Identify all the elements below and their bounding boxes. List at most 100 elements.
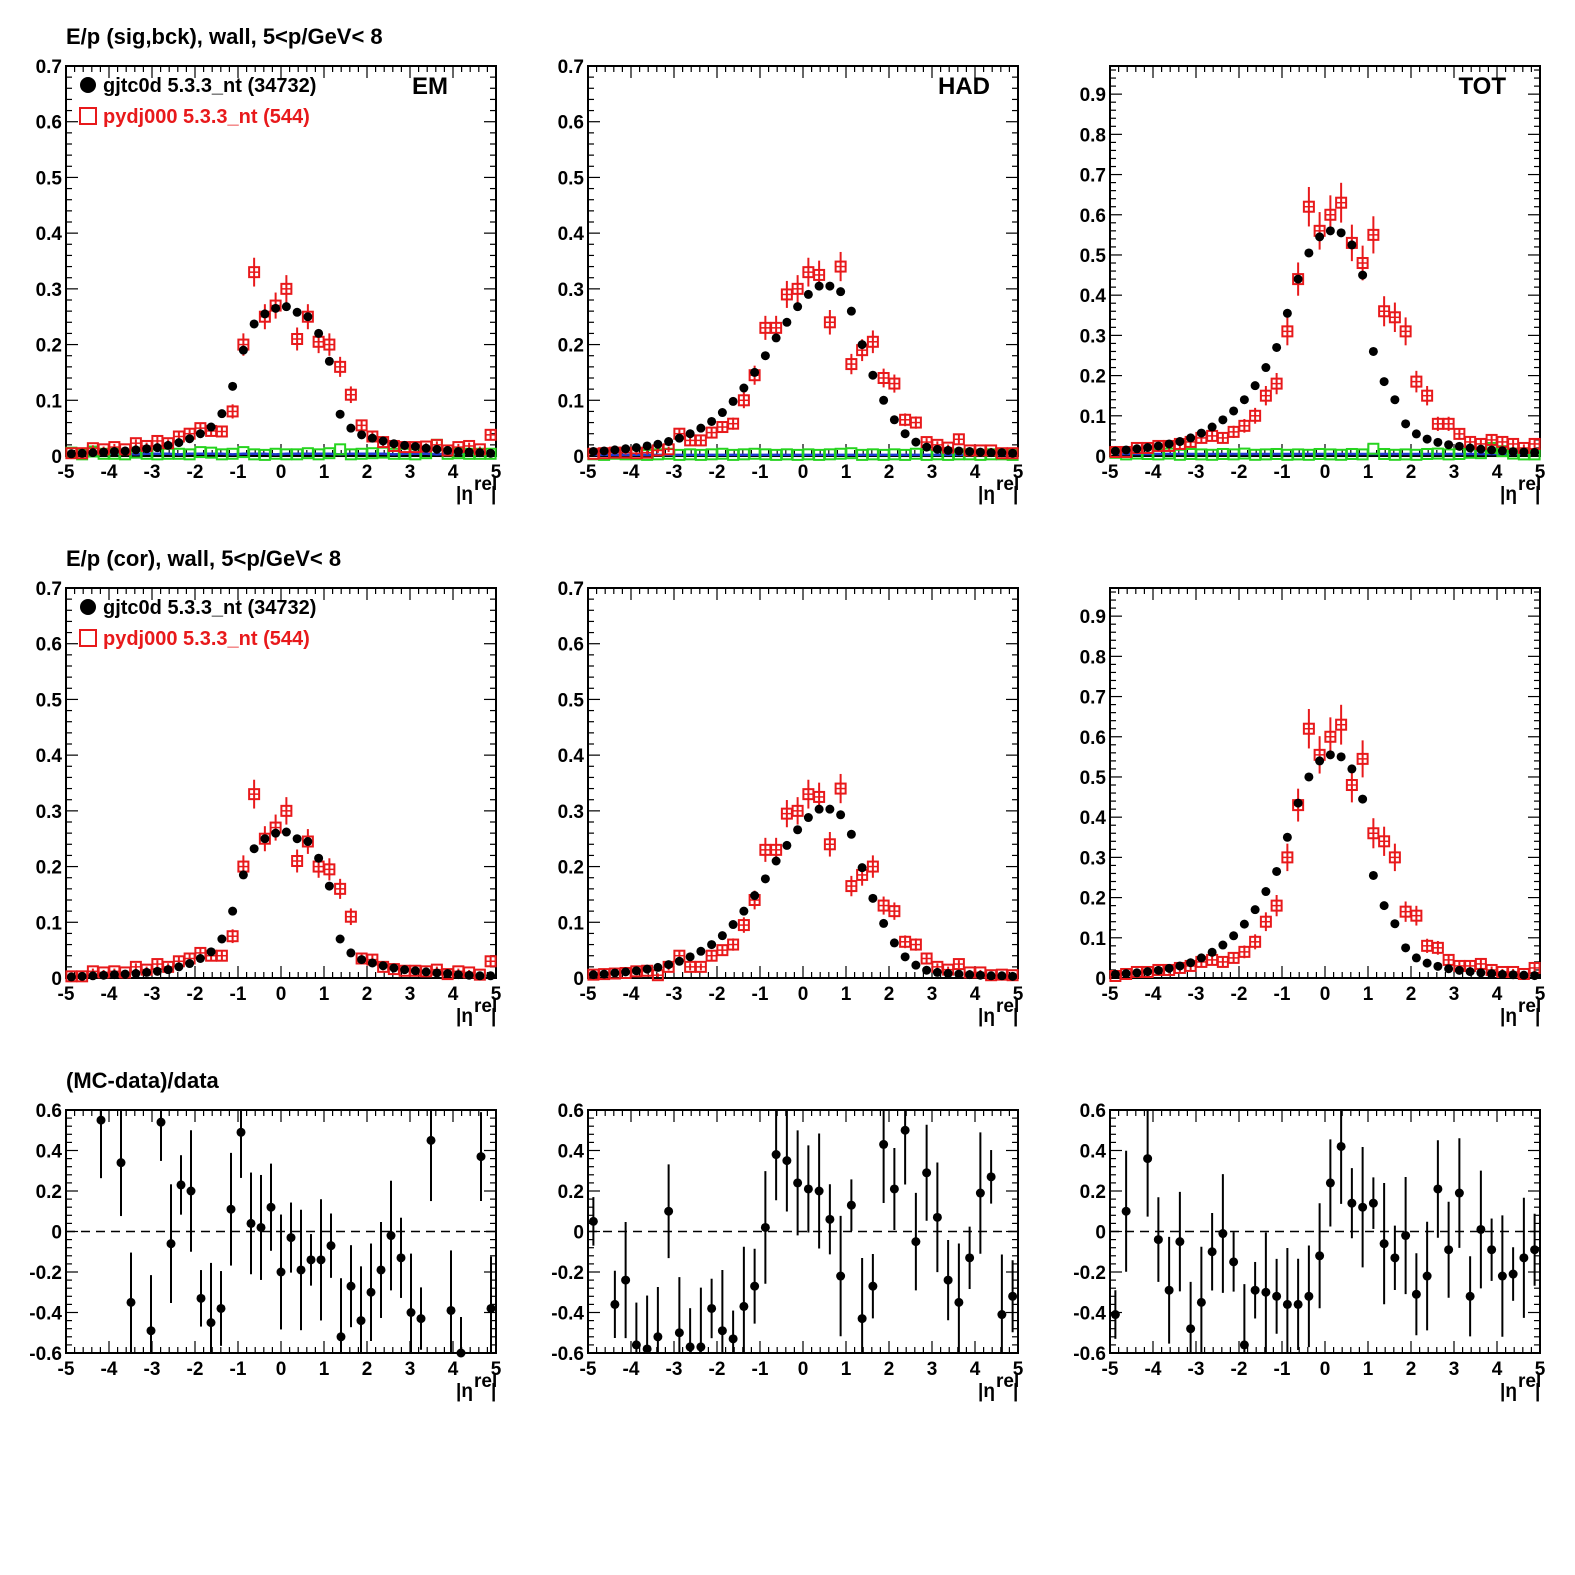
y-tick-label: 0.6 [1080, 206, 1106, 227]
mc-marker [1227, 425, 1240, 438]
data-marker [803, 813, 813, 823]
data-marker [793, 825, 803, 835]
data-marker [131, 969, 141, 979]
ratio-point [889, 1184, 899, 1194]
x-axis-title-sup: rel [1518, 474, 1541, 495]
x-tick-label: -5 [580, 462, 597, 483]
ratio-point [1186, 1324, 1196, 1334]
chart-panel-row1-em: -5 -4 -3 -2 -1 0 1 2 3 4 5 0 0.1 0.2 0.3 0.4 0.5 0.6 0.7 |η… [36, 57, 502, 505]
mc-marker [1270, 899, 1283, 912]
ratio-point [943, 1275, 953, 1285]
x-tick-label: -5 [580, 1359, 597, 1380]
data-marker [1304, 248, 1314, 258]
x-tick-label: -3 [144, 462, 161, 483]
mc-marker [866, 335, 879, 348]
ratio-point [206, 1318, 216, 1328]
ratio-point [1315, 1251, 1325, 1261]
x-tick-label: 3 [405, 462, 416, 483]
data-marker [77, 448, 87, 458]
mc-marker [920, 952, 933, 965]
data-marker [228, 381, 238, 391]
data-marker [1465, 443, 1475, 453]
y-tick-label: -0.4 [551, 1304, 584, 1325]
data-marker [1487, 445, 1497, 455]
mc-marker [1431, 941, 1444, 954]
mc-marker [301, 310, 314, 323]
data-marker [739, 906, 749, 916]
data-marker [1304, 772, 1314, 782]
x-tick-label: 4 [970, 462, 981, 483]
row-title-ratio: (MC-data)/data [66, 1068, 220, 1093]
y-tick-label: 0.6 [1080, 728, 1106, 749]
data-marker [717, 931, 727, 941]
data-marker [475, 971, 485, 981]
data-marker [271, 303, 281, 313]
y-tick-label: 0 [1095, 1223, 1106, 1244]
ratio-point [346, 1281, 356, 1291]
ratio-point [1433, 1184, 1443, 1194]
data-marker [965, 970, 975, 980]
data-marker [1132, 444, 1142, 454]
data-marker [195, 429, 205, 439]
data-marker [1508, 970, 1518, 980]
y-tick-label: 0.6 [558, 635, 584, 656]
y-tick-label: 0.3 [558, 280, 584, 301]
data-marker [1008, 448, 1018, 458]
x-axis-title-bar: | [1535, 1381, 1540, 1402]
ratio-point [486, 1303, 496, 1313]
data-marker [1379, 901, 1389, 911]
data-marker [443, 445, 453, 455]
y-tick-label: 0.2 [558, 336, 584, 357]
y-tick-label: 0.1 [36, 391, 63, 412]
data-marker [1186, 958, 1196, 968]
x-axis-title-sup: rel [474, 474, 497, 495]
data-marker [707, 940, 717, 950]
data-marker [814, 281, 824, 291]
ratio-point [406, 1308, 416, 1317]
ratio-point [1530, 1245, 1540, 1255]
mc-marker [1378, 835, 1391, 848]
ratio-point [1476, 1224, 1486, 1234]
data-marker [163, 965, 173, 975]
x-tick-label: 3 [405, 1359, 416, 1380]
ratio-point [1175, 1237, 1185, 1247]
data-marker [1390, 919, 1400, 929]
data-marker [238, 345, 248, 355]
data-marker [1401, 419, 1411, 429]
data-marker [1390, 395, 1400, 405]
data-marker [1008, 971, 1018, 981]
data-marker [1444, 964, 1454, 974]
data-marker [142, 967, 152, 977]
x-tick-label: 3 [1449, 1359, 1460, 1380]
x-axis-title: |η [456, 484, 473, 505]
mc-marker [1367, 228, 1380, 241]
x-tick-label: 5 [491, 1359, 502, 1380]
x-tick-label: 1 [319, 984, 330, 1005]
data-marker [1433, 437, 1443, 447]
ratio-point [96, 1115, 106, 1125]
mc-marker [909, 938, 922, 951]
ratio-point [588, 1216, 598, 1226]
ratio-point [836, 1271, 846, 1281]
x-tick-label: -1 [1274, 1359, 1291, 1380]
data-marker [152, 966, 162, 976]
ratio-point [386, 1231, 396, 1241]
legend-marker-data [80, 77, 96, 93]
data-marker [1121, 969, 1131, 979]
data-marker [88, 971, 98, 981]
mc-marker [248, 788, 261, 801]
data-marker [109, 447, 119, 457]
ratio-point [1207, 1247, 1217, 1257]
ratio-point [717, 1326, 727, 1336]
mc-marker [737, 394, 750, 407]
ratio-point [782, 1156, 792, 1166]
x-tick-label: -4 [623, 984, 640, 1005]
data-marker [443, 969, 453, 979]
mc-marker [226, 930, 239, 943]
x-tick-label: -4 [1145, 1359, 1162, 1380]
data-marker [1229, 406, 1239, 416]
data-marker [707, 416, 717, 426]
data-marker [889, 938, 899, 948]
data-marker [1519, 447, 1529, 457]
